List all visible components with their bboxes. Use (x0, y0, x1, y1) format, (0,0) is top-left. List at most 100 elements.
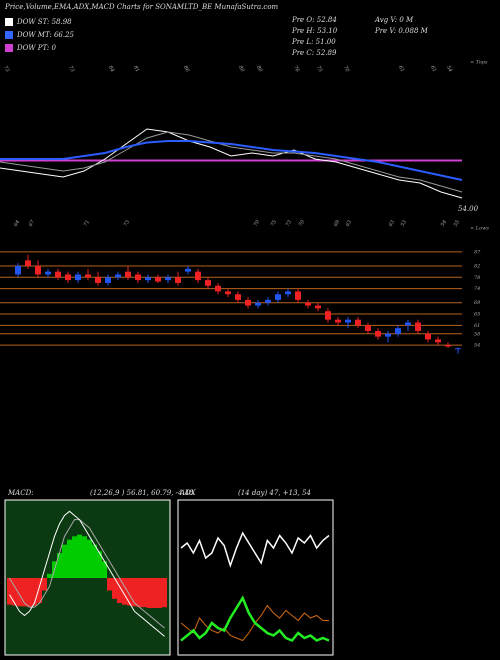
macd-bar (142, 578, 147, 608)
macd-bar (17, 578, 22, 607)
candle-body (375, 330, 381, 337)
candle-body (15, 265, 21, 275)
bottom-label: 63 (345, 219, 353, 228)
candle-body (335, 319, 341, 323)
candle-body (85, 274, 91, 278)
candle-body (255, 302, 261, 306)
level-label: 78 (474, 275, 480, 281)
macd-bar (147, 578, 152, 608)
candle-body (175, 277, 181, 283)
candle-body (155, 277, 161, 282)
legend-swatch (5, 44, 13, 52)
candle-body (65, 274, 71, 281)
macd-bar (47, 573, 52, 578)
macd-bar (7, 578, 12, 605)
bottom-label: 70 (253, 219, 262, 228)
macd-bar (107, 578, 112, 591)
macd-bar (67, 539, 72, 578)
chart-title: Price,Volume,EMA,ADX,MACD Charts for SON… (4, 3, 279, 11)
legend-label: DOW PT: 0 (16, 44, 56, 52)
macd-bar (117, 578, 122, 603)
top-label: 76 (292, 65, 301, 74)
legend-swatch (5, 31, 13, 39)
candle-body (285, 291, 291, 295)
macd-bar (127, 578, 132, 606)
top-label: 70 (342, 65, 351, 74)
quote-label: Pre O: 52.84 (291, 16, 337, 24)
candle-body (435, 339, 441, 343)
macd-bar (112, 578, 117, 599)
candle-body (235, 294, 241, 300)
adx-title: ADX (179, 489, 197, 497)
macd-bar (22, 578, 27, 607)
level-label: 87 (474, 249, 481, 255)
legend-label: DOW MT: 66.25 (16, 31, 75, 39)
bottom-label: 54 (440, 219, 448, 228)
top-label: 86 (182, 65, 191, 74)
candle-body (445, 345, 451, 347)
level-label: 54 (474, 343, 480, 349)
price-line (0, 131, 463, 193)
top-label: 81 (132, 65, 140, 74)
bottom-label: 55 (453, 219, 461, 228)
top-label: 80 (237, 65, 246, 74)
candle-body (305, 302, 311, 306)
candle-body (315, 305, 321, 309)
top-label: 61 (429, 65, 437, 74)
candle-body (415, 322, 421, 331)
candle-body (125, 271, 131, 278)
macd-bar (77, 534, 82, 578)
candle-body (145, 277, 151, 281)
bottom-label: 70 (298, 219, 307, 228)
tops-tag: < Tops (470, 60, 488, 66)
top-label: 61 (397, 65, 405, 74)
quote-label: Pre H: 53.10 (291, 27, 338, 35)
candle-body (25, 260, 31, 266)
macd-bar (152, 578, 157, 608)
level-label: 61 (474, 323, 480, 329)
last-price-label: 54.00 (458, 205, 479, 213)
candle-body (55, 271, 61, 278)
quote-label: Pre L: 51.00 (291, 38, 336, 46)
macd-bar (42, 578, 47, 591)
top-label: 84 (107, 65, 115, 74)
candle-body (265, 299, 271, 303)
macd-bar (137, 578, 142, 608)
candle-body (135, 274, 141, 281)
macd-bar (32, 578, 37, 606)
macd-bar (57, 553, 62, 578)
candle-body (35, 265, 41, 275)
top-label: 54 (445, 65, 453, 74)
candle-body (95, 277, 101, 283)
candle-body (405, 322, 411, 326)
candle-body (185, 268, 191, 272)
bottom-label: 69 (333, 219, 342, 228)
top-label: 73 (67, 65, 75, 74)
macd-bar (82, 536, 87, 578)
candle-body (385, 333, 391, 337)
top-label: 75 (315, 65, 323, 74)
bottom-label: 71 (83, 219, 91, 228)
candle-body (325, 311, 331, 320)
macd-bar (92, 544, 97, 578)
macd-bar (37, 578, 42, 603)
plus-di-line (180, 595, 330, 643)
candle-body (275, 294, 281, 300)
level-label: 65 (474, 312, 480, 318)
adx-params: (14 day) 47, +13, 54 (238, 489, 311, 497)
candle-body (115, 274, 121, 278)
lows-tag: < Lows (470, 226, 489, 232)
macd-bar (162, 578, 167, 608)
candle-body (295, 291, 301, 300)
candle-body (105, 277, 111, 283)
macd-line (9, 510, 165, 637)
macd-bar (12, 578, 17, 606)
candle-body (45, 271, 51, 275)
legend-swatch (5, 18, 13, 26)
price-line (0, 140, 463, 181)
quote-label: Pre V: 0.088 M (374, 27, 429, 35)
candle-body (75, 274, 81, 281)
candle-body (205, 280, 211, 286)
